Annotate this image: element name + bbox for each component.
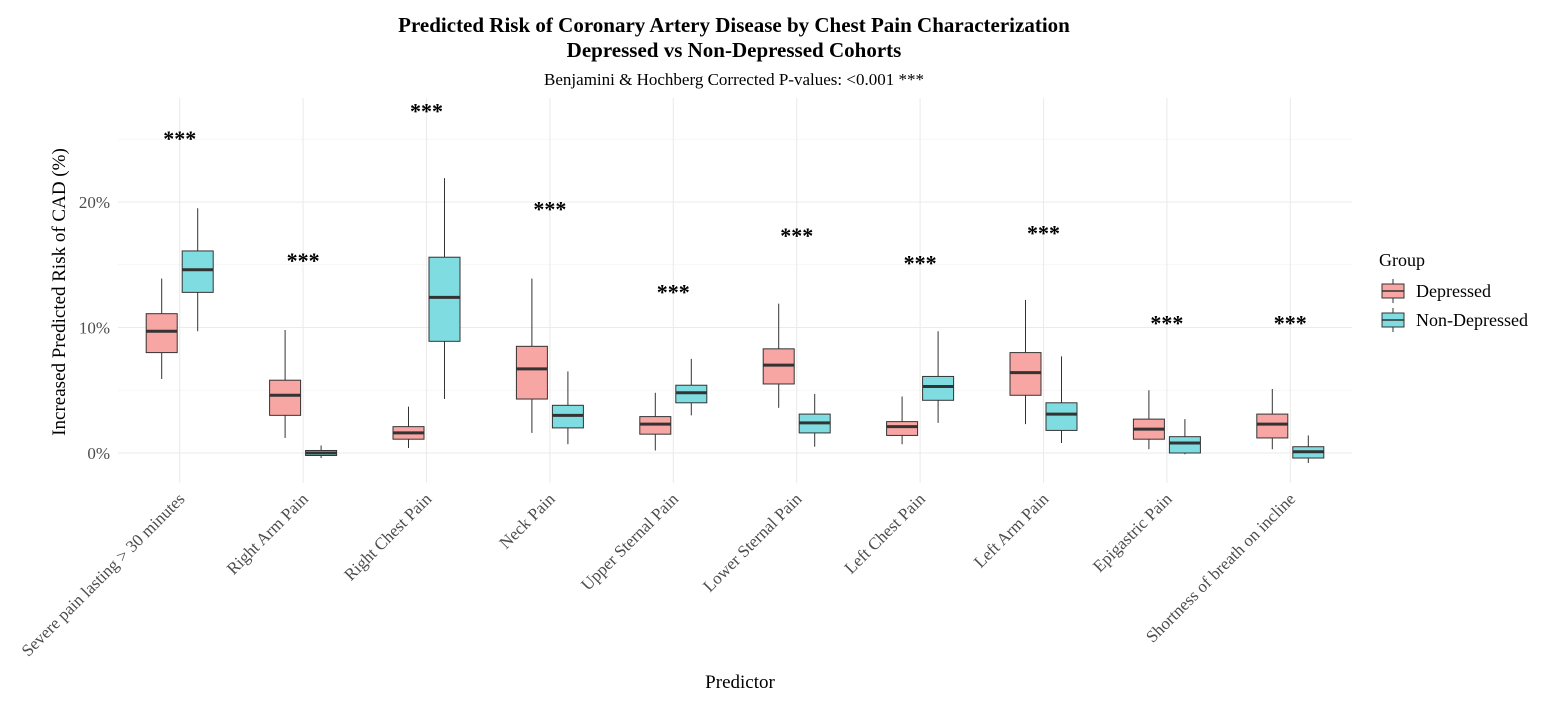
box-body <box>181 250 214 293</box>
significance-stars: *** <box>163 126 196 151</box>
box-body <box>1045 402 1078 431</box>
significance-stars: *** <box>1150 311 1183 336</box>
x-tick-label: Left Arm Pain <box>970 489 1053 572</box>
legend-item: Non-Depressed <box>1381 308 1528 332</box>
legend: Group Depressed Non-Depressed <box>1379 250 1528 332</box>
box-depressed <box>1009 299 1042 425</box>
y-axis-ticks: 0% 10% 20% <box>79 193 110 463</box>
x-tick-label: Neck Pain <box>496 489 560 553</box>
x-tick-label: Right Chest Pain <box>340 489 435 584</box>
x-tick-label: Lower Sternal Pain <box>699 489 806 596</box>
box-non-depressed <box>1168 419 1201 455</box>
box-body <box>922 375 955 401</box>
box-depressed <box>886 396 919 445</box>
box-non-depressed <box>551 371 584 445</box>
significance-stars: *** <box>410 99 443 124</box>
chart-title: Predicted Risk of Coronary Artery Diseas… <box>398 13 1070 37</box>
y-axis-title: Increased Predicted Risk of CAD (%) <box>49 148 70 436</box>
box-depressed <box>762 303 795 408</box>
grid <box>118 98 1352 483</box>
chart-subtitle: Benjamini & Hochberg Corrected P-values:… <box>544 70 924 89</box>
box-non-depressed <box>798 394 831 447</box>
y-tick-label: 20% <box>79 193 110 212</box>
box-depressed <box>1256 388 1289 450</box>
legend-label: Non-Depressed <box>1416 310 1528 330</box>
box-non-depressed <box>181 208 214 332</box>
significance-stars: *** <box>904 250 937 275</box>
x-axis-title: Predictor <box>705 672 775 693</box>
y-tick-label: 10% <box>79 319 110 338</box>
box-body <box>428 256 461 342</box>
x-tick-label: Right Arm Pain <box>223 489 312 578</box>
significance-stars: *** <box>657 279 690 304</box>
box-depressed <box>639 392 672 451</box>
significance-stars: *** <box>533 197 566 222</box>
significance-stars: *** <box>1027 220 1060 245</box>
box-non-depressed <box>305 445 338 459</box>
legend-label: Depressed <box>1416 281 1491 301</box>
box-depressed <box>515 278 548 433</box>
box-non-depressed <box>675 358 708 416</box>
significance-stars: *** <box>1274 311 1307 336</box>
box-depressed <box>392 406 425 448</box>
x-tick-label: Severe pain lasting > 30 minutes <box>18 489 189 660</box>
x-axis-ticks: Severe pain lasting > 30 minutes Right Ar… <box>18 489 1299 660</box>
box-non-depressed <box>1292 435 1325 464</box>
box-body <box>269 379 302 416</box>
box-non-depressed <box>922 331 955 423</box>
box-body <box>1168 436 1201 454</box>
box-depressed <box>269 330 302 438</box>
x-tick-label: Shortness of breath on incline <box>1142 489 1299 646</box>
box-non-depressed <box>428 178 461 400</box>
chart-title-line-2: Depressed vs Non-Depressed Cohorts <box>567 38 902 62</box>
box-body <box>886 421 919 436</box>
legend-title: Group <box>1379 250 1425 270</box>
significance-stars: *** <box>287 248 320 273</box>
box-body <box>515 345 548 400</box>
legend-item: Depressed <box>1381 279 1491 303</box>
box-body <box>145 313 178 354</box>
boxes <box>145 178 1325 464</box>
box-depressed <box>1132 390 1165 450</box>
x-tick-label: Left Chest Pain <box>841 489 930 578</box>
significance-stars: *** <box>780 223 813 248</box>
box-depressed <box>145 278 178 379</box>
box-body <box>1256 413 1289 439</box>
box-non-depressed <box>1045 356 1078 443</box>
x-tick-label: Epigastric Pain <box>1089 489 1176 576</box>
significance-markers: *** *** *** *** *** *** *** *** *** *** <box>163 99 1307 336</box>
x-tick-label: Upper Sternal Pain <box>577 489 682 594</box>
y-tick-label: 0% <box>87 444 110 463</box>
